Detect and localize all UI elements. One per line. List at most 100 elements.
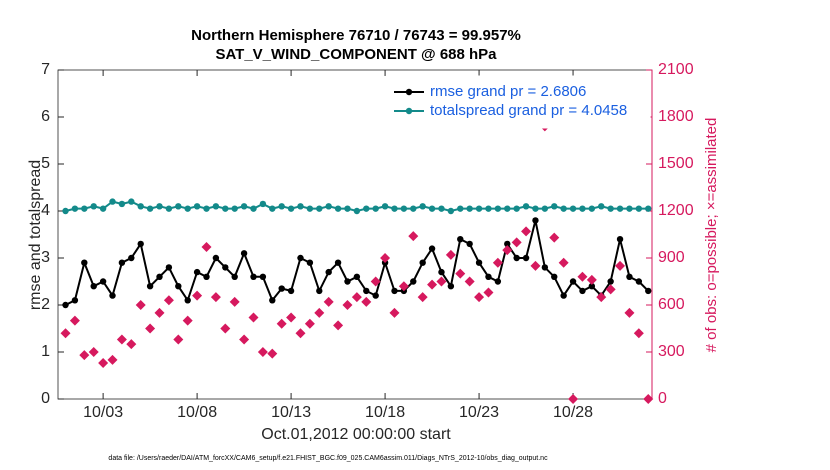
data-point	[333, 320, 344, 331]
data-point	[240, 203, 248, 210]
data-point	[494, 205, 502, 212]
data-point	[212, 203, 220, 210]
legend-marker	[405, 107, 413, 115]
data-point	[466, 205, 473, 212]
data-point	[457, 205, 464, 212]
data-point	[560, 205, 567, 212]
data-point	[109, 292, 116, 299]
data-point	[314, 307, 325, 318]
data-point	[118, 200, 126, 208]
legend-marker	[405, 88, 413, 96]
y2-axis-label: # of obs: o=possible; ×=assimilated	[703, 118, 720, 353]
x-tick-label: 10/28	[553, 404, 593, 421]
data-point	[107, 354, 118, 365]
data-point	[193, 268, 201, 276]
data-point	[316, 205, 323, 212]
data-point	[71, 205, 79, 212]
y2-tick-label: 900	[658, 249, 685, 266]
data-point	[323, 296, 334, 307]
data-point	[408, 231, 419, 242]
data-point	[99, 278, 107, 285]
data-point	[88, 347, 99, 357]
data-point	[558, 257, 569, 268]
data-point	[569, 205, 577, 212]
data-point	[60, 328, 71, 339]
data-point	[99, 205, 107, 212]
data-point	[353, 207, 361, 215]
data-point	[483, 287, 494, 298]
data-point	[522, 203, 530, 210]
data-point	[475, 259, 483, 266]
data-point	[626, 273, 633, 280]
data-point	[380, 253, 391, 263]
data-point	[504, 240, 511, 248]
data-point	[316, 287, 323, 295]
data-point	[90, 283, 97, 290]
data-point	[513, 254, 520, 262]
data-point	[485, 273, 492, 280]
data-point	[229, 296, 240, 307]
data-point	[304, 318, 315, 329]
data-point	[466, 240, 473, 248]
data-point	[475, 205, 483, 212]
x-tick-label: 10/03	[83, 404, 123, 421]
footnote: data file: /Users/raeder/DAI/ATM_forcXX/…	[108, 455, 548, 462]
data-point	[568, 394, 579, 404]
data-point	[287, 205, 295, 212]
data-point	[645, 205, 652, 212]
data-point	[128, 254, 135, 262]
data-point	[626, 205, 633, 212]
data-point	[485, 205, 492, 212]
y2-tick-label: 300	[658, 343, 685, 360]
data-point	[267, 348, 278, 359]
y2-tick-label: 2100	[658, 61, 694, 78]
data-point	[633, 328, 644, 339]
data-point	[137, 240, 144, 248]
data-point	[532, 217, 539, 224]
data-point	[445, 249, 456, 260]
data-point	[447, 283, 455, 290]
data-point	[560, 292, 567, 299]
data-point	[156, 203, 163, 210]
y-tick-label: 4	[41, 202, 50, 219]
data-point	[69, 315, 80, 326]
x-tick-label: 10/13	[271, 404, 311, 421]
series	[60, 121, 654, 404]
data-point	[173, 334, 184, 345]
data-point	[579, 205, 586, 212]
data-point	[62, 301, 69, 309]
data-point	[643, 394, 654, 404]
data-point	[428, 205, 436, 212]
y2-tick-label: 1500	[658, 155, 694, 172]
data-point	[175, 203, 182, 210]
legend: rmse grand pr = 2.6806 totalspread grand …	[385, 75, 651, 129]
data-point	[344, 278, 351, 285]
data-point	[410, 278, 417, 285]
data-point	[363, 205, 370, 212]
data-point	[306, 205, 314, 212]
data-point	[297, 254, 304, 262]
data-point	[502, 245, 513, 256]
data-point	[145, 323, 156, 334]
data-point	[530, 260, 541, 271]
data-point	[492, 257, 503, 268]
data-point	[184, 205, 191, 212]
data-point	[616, 205, 624, 212]
data-point	[577, 271, 588, 282]
data-point	[605, 284, 616, 295]
data-point	[361, 296, 372, 307]
data-point	[549, 232, 560, 243]
data-point	[250, 205, 257, 212]
data-point	[269, 297, 276, 304]
data-point	[579, 287, 586, 295]
data-point	[351, 292, 362, 303]
data-point	[325, 268, 332, 276]
data-point	[90, 203, 97, 210]
data-point	[586, 274, 597, 285]
data-point	[428, 245, 436, 252]
y-tick-label: 1	[41, 343, 50, 360]
data-point	[398, 281, 409, 292]
data-point	[182, 315, 193, 326]
data-point	[389, 307, 400, 318]
